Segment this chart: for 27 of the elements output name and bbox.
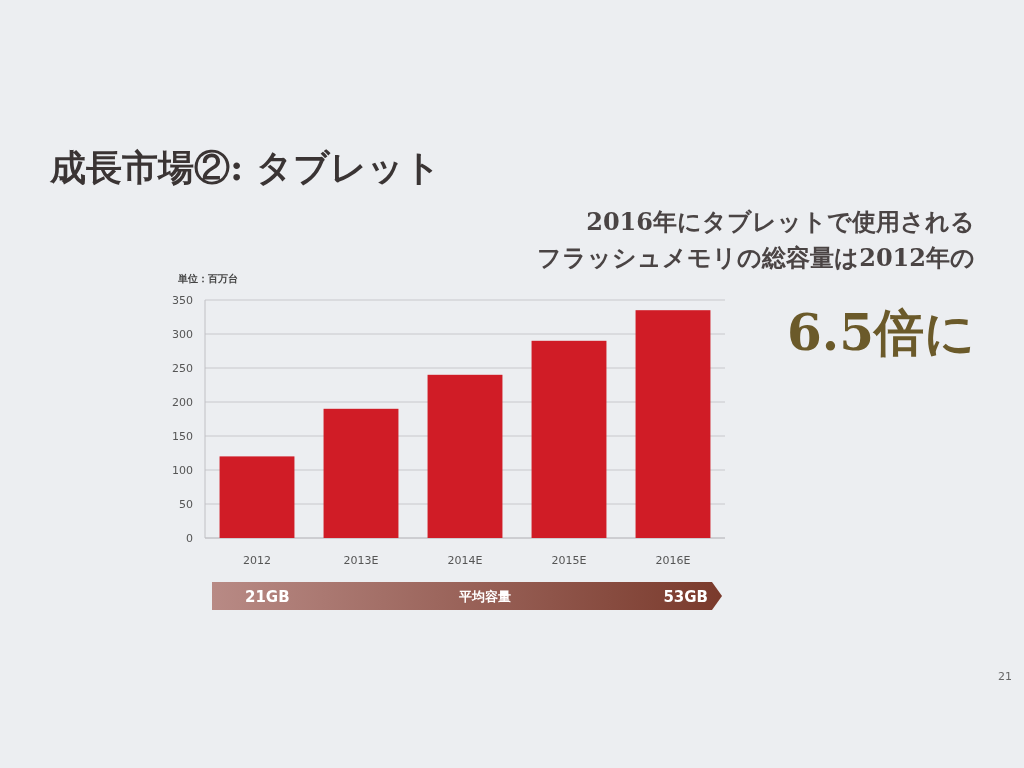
y-tick-label: 200 <box>172 396 193 409</box>
text: フラッシュメモリの総容量は2012年の <box>537 243 975 272</box>
y-tick-label: 0 <box>186 532 193 545</box>
x-tick-label: 2013E <box>343 554 379 567</box>
text: 21 <box>998 670 1012 683</box>
x-tick-label: 2015E <box>551 554 587 567</box>
y-tick-label: 100 <box>172 464 193 477</box>
x-tick-label: 2016E <box>655 554 691 567</box>
text: 2016年にタブレットで使用される <box>586 207 975 236</box>
y-tick-label: 300 <box>172 328 193 341</box>
text: 平均容量 <box>458 589 511 604</box>
bar <box>531 340 607 538</box>
y-tick-label: 150 <box>172 430 193 443</box>
bar <box>219 456 295 538</box>
y-tick-label: 50 <box>179 498 193 511</box>
x-tick-label: 2012 <box>243 554 271 567</box>
bar <box>427 374 503 538</box>
bar <box>323 408 399 538</box>
chart-title: 成長市場②: タブレット <box>49 146 441 188</box>
text: 6.5倍に <box>787 303 975 362</box>
y-axis-title: 単位：百万台 <box>177 273 238 284</box>
y-tick-label: 250 <box>172 362 193 375</box>
bar <box>635 310 711 538</box>
text: 21GB <box>245 588 290 606</box>
text: 53GB <box>663 588 708 606</box>
x-tick-label: 2014E <box>447 554 483 567</box>
y-tick-label: 350 <box>172 294 193 307</box>
